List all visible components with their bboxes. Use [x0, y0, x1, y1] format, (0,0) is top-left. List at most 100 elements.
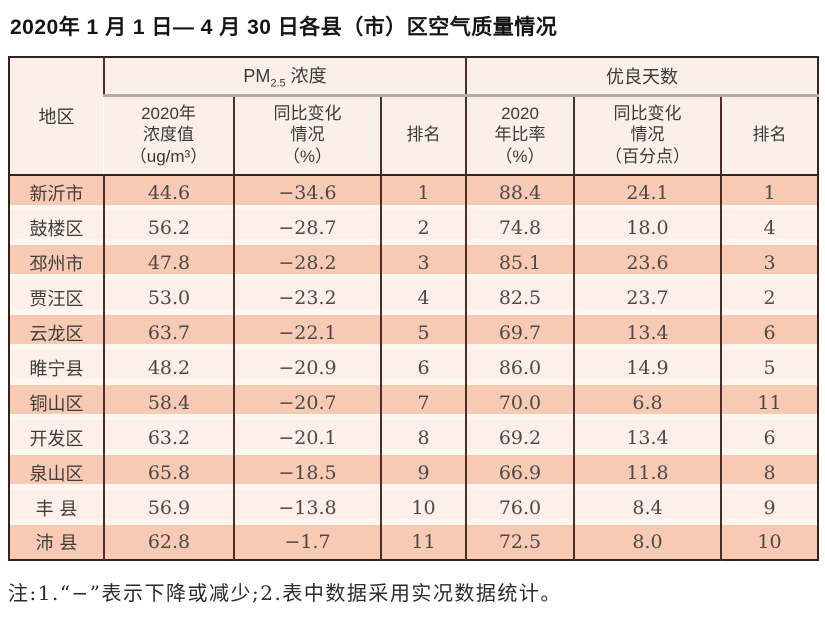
table-row: 睢宁县 48.2 −20.9 6 86.0 14.9 5 — [9, 350, 819, 385]
pm-rank-cell: 6 — [380, 350, 466, 385]
ratio-change-cell: 24.1 — [573, 175, 721, 210]
pm-rank-cell: 1 — [380, 175, 466, 210]
ratio-cell: 69.7 — [465, 315, 574, 350]
table-row: 泉山区 65.8 −18.5 9 66.9 11.8 8 — [9, 455, 819, 490]
col-group-good-days: 优良天数 — [464, 57, 819, 97]
ratio-cell: 88.4 — [465, 175, 574, 210]
pm-value-cell: 65.8 — [103, 455, 234, 490]
ratio-cell: 85.1 — [465, 245, 574, 280]
col-header-pm-rank: 排名 — [380, 95, 466, 176]
ratio-change-cell: 14.9 — [573, 350, 721, 385]
pm-rank-cell: 4 — [380, 280, 466, 315]
table-row: 开发区 63.2 −20.1 8 69.2 13.4 6 — [9, 420, 819, 455]
pm-rank-cell: 11 — [380, 525, 466, 560]
pm-change-cell: −13.8 — [233, 490, 381, 525]
col-header-ratio-change: 同比变化 情况 （百分点） — [573, 95, 721, 176]
pm-rank-cell: 9 — [380, 455, 466, 490]
region-cell: 新沂市 — [9, 175, 104, 210]
col-header-pm-value: 2020年 浓度值 （ug/m³） — [104, 95, 234, 176]
pm-value-cell: 58.4 — [103, 385, 234, 420]
ratio-change-cell: 23.6 — [573, 245, 721, 280]
footnote: 注:1.“−”表示下降或减少;2.表中数据采用实况数据统计。 — [8, 581, 562, 605]
pm-value-cell: 44.6 — [103, 175, 234, 210]
region-cell: 贾汪区 — [9, 280, 104, 315]
pm-rank-cell: 3 — [380, 245, 466, 280]
ratio-cell: 66.9 — [465, 455, 574, 490]
col-group-pm25: PM2.5 浓度 — [103, 57, 466, 97]
pm-change-cell: −22.1 — [233, 315, 381, 350]
ratio-cell: 72.5 — [465, 525, 574, 560]
pm-rank-cell: 8 — [380, 420, 466, 455]
table-row: 云龙区 63.7 −22.1 5 69.7 13.4 6 — [9, 315, 819, 350]
ratio-rank-cell: 6 — [719, 420, 819, 455]
pm-value-cell: 56.9 — [103, 490, 234, 525]
ratio-cell: 82.5 — [465, 280, 574, 315]
ratio-rank-cell: 9 — [719, 490, 819, 525]
pm-change-cell: −20.7 — [233, 385, 381, 420]
ratio-cell: 76.0 — [465, 490, 574, 525]
ratio-change-cell: 18.0 — [573, 210, 721, 245]
ratio-rank-cell: 8 — [719, 455, 819, 490]
ratio-rank-cell: 6 — [719, 315, 819, 350]
ratio-change-cell: 8.4 — [573, 490, 721, 525]
pm-change-cell: −18.5 — [233, 455, 381, 490]
ratio-rank-cell: 4 — [719, 210, 819, 245]
pm-rank-cell: 10 — [380, 490, 466, 525]
ratio-rank-cell: 10 — [719, 525, 819, 560]
pm-change-cell: −28.7 — [233, 210, 381, 245]
air-quality-table: 地区 PM2.5 浓度 优良天数 2020年 浓度值 （ug/m³） 同比变化 … — [8, 56, 820, 561]
table-row: 新沂市 44.6 −34.6 1 88.4 24.1 1 — [9, 175, 819, 210]
ratio-change-cell: 8.0 — [573, 525, 721, 560]
ratio-change-cell: 13.4 — [573, 420, 721, 455]
ratio-rank-cell: 1 — [719, 175, 819, 210]
pm-change-cell: −20.1 — [233, 420, 381, 455]
col-header-region: 地区 — [9, 57, 104, 176]
ratio-rank-cell: 5 — [719, 350, 819, 385]
pm-change-cell: −23.2 — [233, 280, 381, 315]
region-cell: 邳州市 — [9, 245, 104, 280]
pm-value-cell: 63.7 — [103, 315, 234, 350]
pm-rank-cell: 2 — [380, 210, 466, 245]
ratio-change-cell: 6.8 — [573, 385, 721, 420]
pm25-label-suffix: 浓度 — [285, 65, 327, 86]
region-cell: 开发区 — [9, 420, 104, 455]
ratio-cell: 70.0 — [465, 385, 574, 420]
region-cell: 沛 县 — [9, 525, 104, 560]
region-cell: 丰 县 — [9, 490, 104, 525]
col-header-ratio: 2020 年比率 （%） — [465, 95, 574, 176]
pm-rank-cell: 7 — [380, 385, 466, 420]
pm-value-cell: 48.2 — [103, 350, 234, 385]
region-cell: 泉山区 — [9, 455, 104, 490]
pm25-label-prefix: PM — [243, 65, 271, 86]
pm-change-cell: −20.9 — [233, 350, 381, 385]
ratio-cell: 74.8 — [465, 210, 574, 245]
table-body: 新沂市 44.6 −34.6 1 88.4 24.1 1 鼓楼区 56.2 −28.7 2 74.8 1… — [9, 175, 819, 560]
table-row: 沛 县 62.8 −1.7 11 72.5 8.0 10 — [9, 525, 819, 560]
pm-change-cell: −34.6 — [233, 175, 381, 210]
ratio-cell: 86.0 — [465, 350, 574, 385]
ratio-change-cell: 11.8 — [573, 455, 721, 490]
ratio-cell: 69.2 — [465, 420, 574, 455]
ratio-rank-cell: 2 — [719, 280, 819, 315]
pm-value-cell: 63.2 — [103, 420, 234, 455]
region-cell: 云龙区 — [9, 315, 104, 350]
ratio-rank-cell: 3 — [719, 245, 819, 280]
ratio-change-cell: 23.7 — [573, 280, 721, 315]
pm-rank-cell: 5 — [380, 315, 466, 350]
pm-value-cell: 62.8 — [103, 525, 234, 560]
ratio-change-cell: 13.4 — [573, 315, 721, 350]
table-row: 丰 县 56.9 −13.8 10 76.0 8.4 9 — [9, 490, 819, 525]
pm-change-cell: −28.2 — [233, 245, 381, 280]
region-cell: 睢宁县 — [9, 350, 104, 385]
pm-value-cell: 47.8 — [103, 245, 234, 280]
table-row: 鼓楼区 56.2 −28.7 2 74.8 18.0 4 — [9, 210, 819, 245]
page-title: 2020年 1 月 1 日— 4 月 30 日各县（市）区空气质量情况 — [10, 16, 558, 39]
table-row: 邳州市 47.8 −28.2 3 85.1 23.6 3 — [9, 245, 819, 280]
header-sub-row: 2020年 浓度值 （ug/m³） 同比变化 情况 （%） 排名 2020 年比… — [9, 95, 819, 176]
col-header-pm-change: 同比变化 情况 （%） — [233, 95, 381, 176]
pm-value-cell: 53.0 — [103, 280, 234, 315]
ratio-rank-cell: 11 — [719, 385, 819, 420]
header-group-row: 地区 PM2.5 浓度 优良天数 — [9, 57, 819, 176]
region-cell: 鼓楼区 — [9, 210, 104, 245]
